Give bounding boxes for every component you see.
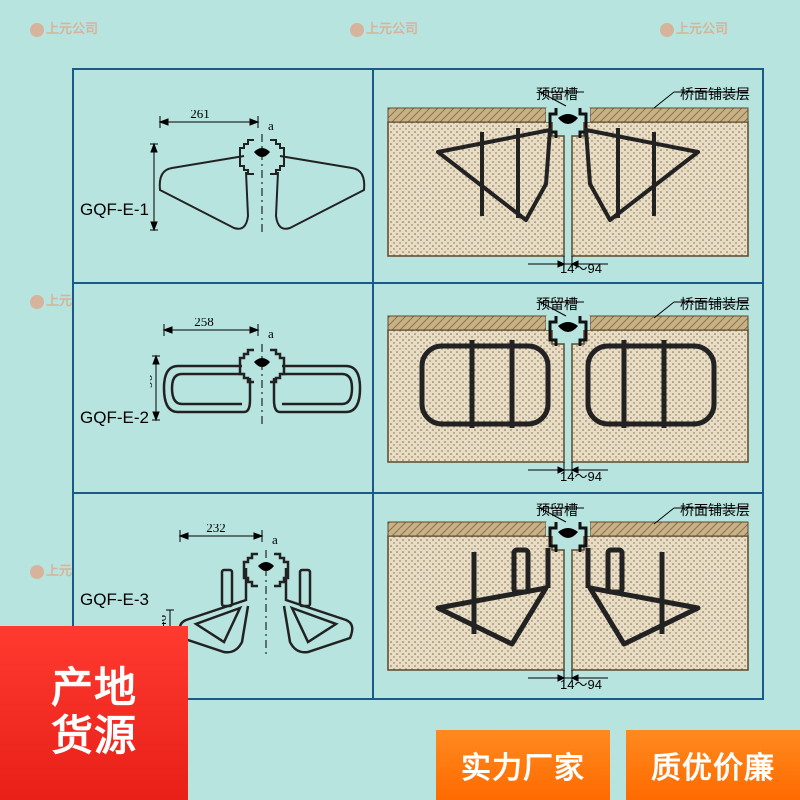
section-view-e2 <box>378 296 758 486</box>
diagram-canvas: 上元公司 上元公司 上元公司 上元公司 上元公司 上元公司 上元公司 上元公司 … <box>0 0 800 800</box>
badge-quality: 质优价廉 <box>626 730 800 800</box>
section-view-e3 <box>378 502 758 694</box>
badge-origin: 产地 货源 <box>0 626 188 800</box>
row-divider <box>72 492 764 494</box>
badge-line2: 货源 <box>51 713 137 761</box>
watermark: 上元公司 <box>30 18 98 37</box>
dim-height: 96 <box>150 375 155 389</box>
row-id-label: GQF-E-1 <box>80 200 149 220</box>
plan-view-e1: 261 a 138 <box>150 110 370 270</box>
section-view-e1 <box>378 88 758 276</box>
gap-range: 14～94 <box>560 466 602 485</box>
dim-gap: a <box>268 118 274 133</box>
watermark: 上元公司 <box>660 18 728 37</box>
dim-gap: a <box>272 532 278 547</box>
dim-gap: a <box>268 326 274 341</box>
gap-range: 14～94 <box>560 674 602 693</box>
badge-strength: 实力厂家 <box>436 730 610 800</box>
badge-line1: 产地 <box>51 665 137 713</box>
row-id-label: GQF-E-3 <box>80 590 149 610</box>
leader-lines <box>378 500 758 530</box>
dim-width: 232 <box>206 524 226 535</box>
dim-width: 258 <box>194 318 214 329</box>
plan-view-e3: 232 a 46 <box>162 524 372 684</box>
dim-height: 138 <box>150 167 153 187</box>
row-divider <box>72 282 764 284</box>
plan-view-e2: 258 a 96 <box>150 318 370 468</box>
col-divider <box>372 68 374 700</box>
leader-lines <box>378 84 758 114</box>
row-id-label: GQF-E-2 <box>80 408 149 428</box>
leader-lines <box>378 294 758 324</box>
gap-range: 14～94 <box>560 258 602 277</box>
watermark: 上元公司 <box>350 18 418 37</box>
dim-width: 261 <box>190 110 210 121</box>
